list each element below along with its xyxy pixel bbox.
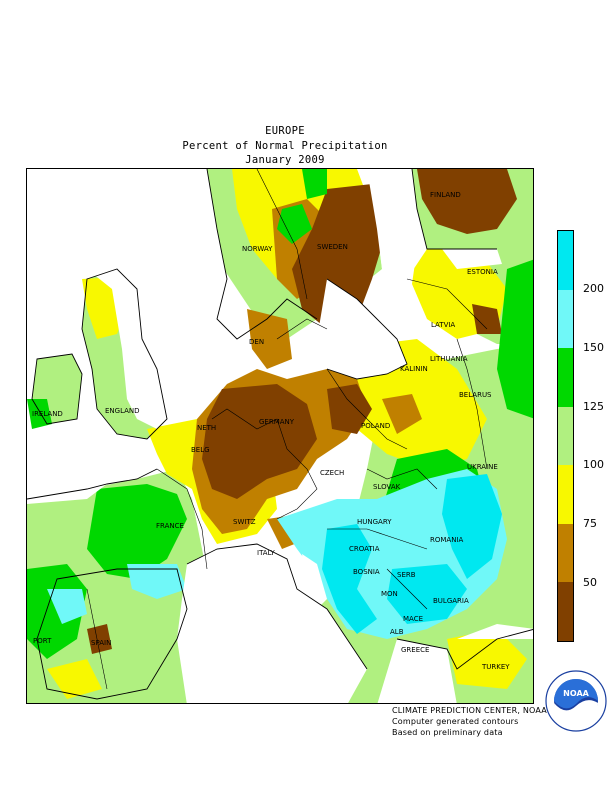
coastlines: [27, 169, 533, 700]
label-england: ENGLAND: [105, 407, 140, 415]
legend-tick-150: 150: [583, 341, 604, 354]
label-bulgaria: BULGARIA: [433, 597, 469, 605]
label-kalinin: KALININ: [400, 365, 428, 373]
label-mon: MON: [381, 590, 398, 598]
credit-agency: CLIMATE PREDICTION CENTER, NOAA: [392, 706, 547, 715]
precipitation-map: FINLAND NORWAY SWEDEN ESTONIA LATVIA DEN…: [26, 168, 534, 704]
label-sweden: SWEDEN: [317, 243, 348, 251]
label-norway: NORWAY: [242, 245, 273, 253]
color-legend: [557, 230, 574, 642]
legend-swatch: [558, 231, 573, 290]
zone-below-50: [87, 169, 517, 654]
label-greece: GREECE: [401, 646, 429, 654]
label-slovak: SLOVAK: [373, 483, 401, 491]
legend-tick-75: 75: [583, 517, 597, 530]
label-romania: ROMANIA: [430, 536, 464, 544]
legend-swatch: [558, 348, 573, 407]
label-belarus: BELARUS: [459, 391, 492, 399]
label-ukraine: UKRAINE: [467, 463, 498, 471]
zone-above-200: [322, 474, 502, 634]
label-mace: MACE: [403, 615, 423, 623]
legend-swatch: [558, 289, 573, 349]
label-ireland: IRELAND: [32, 410, 63, 418]
legend-tick-125: 125: [583, 400, 604, 413]
label-bosnia: BOSNIA: [353, 568, 380, 576]
label-serb: SERB: [397, 571, 416, 579]
legend-tick-100: 100: [583, 458, 604, 471]
label-port: PORT: [33, 637, 52, 645]
label-hungary: HUNGARY: [357, 518, 392, 526]
noaa-logo-text: NOAA: [563, 689, 589, 698]
map-period-title: January 2009: [245, 154, 325, 166]
label-belg: BELG: [191, 446, 210, 454]
label-turkey: TURKEY: [481, 663, 510, 671]
legend-swatch: [558, 523, 573, 583]
map-region-title: EUROPE: [265, 125, 305, 137]
country-labels: FINLAND NORWAY SWEDEN ESTONIA LATVIA DEN…: [32, 191, 510, 671]
legend-swatch: [558, 465, 573, 524]
map-canvas: FINLAND NORWAY SWEDEN ESTONIA LATVIA DEN…: [27, 169, 533, 703]
credit-data-note: Based on preliminary data: [392, 728, 503, 737]
label-croatia: CROATIA: [349, 545, 380, 553]
label-france: FRANCE: [156, 522, 184, 530]
credit-method: Computer generated contours: [392, 717, 519, 726]
label-italy: ITALY: [257, 549, 276, 557]
legend-swatch: [558, 406, 573, 466]
label-lithuania: LITHUANIA: [430, 355, 468, 363]
country-borders: [86, 169, 488, 690]
label-germany: GERMANY: [259, 418, 295, 426]
map-product-title: Percent of Normal Precipitation: [182, 140, 388, 152]
legend-tick-50: 50: [583, 576, 597, 589]
label-alb: ALB: [390, 628, 404, 636]
noaa-logo: NOAA: [545, 670, 607, 732]
label-finland: FINLAND: [430, 191, 461, 199]
label-czech: CZECH: [320, 469, 344, 477]
label-spain: SPAIN: [91, 639, 111, 647]
label-den: DEN: [249, 338, 264, 346]
label-switz: SWITZ: [233, 518, 256, 526]
label-latvia: LATVIA: [431, 321, 455, 329]
label-neth: NETH: [197, 424, 216, 432]
legend-swatch: [558, 582, 573, 641]
label-poland: POLAND: [361, 422, 390, 430]
legend-tick-200: 200: [583, 282, 604, 295]
sea-areas: [27, 169, 533, 703]
label-estonia: ESTONIA: [467, 268, 498, 276]
